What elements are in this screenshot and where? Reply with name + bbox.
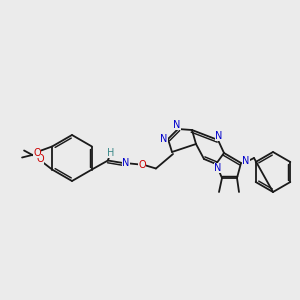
Text: N: N xyxy=(242,156,250,166)
Text: N: N xyxy=(214,163,222,173)
Text: N: N xyxy=(215,131,223,141)
Text: N: N xyxy=(160,134,168,144)
Text: H: H xyxy=(107,148,115,158)
Text: N: N xyxy=(122,158,130,169)
Text: O: O xyxy=(33,148,41,158)
Text: O: O xyxy=(36,154,44,164)
Text: O: O xyxy=(138,160,146,170)
Text: N: N xyxy=(173,120,181,130)
